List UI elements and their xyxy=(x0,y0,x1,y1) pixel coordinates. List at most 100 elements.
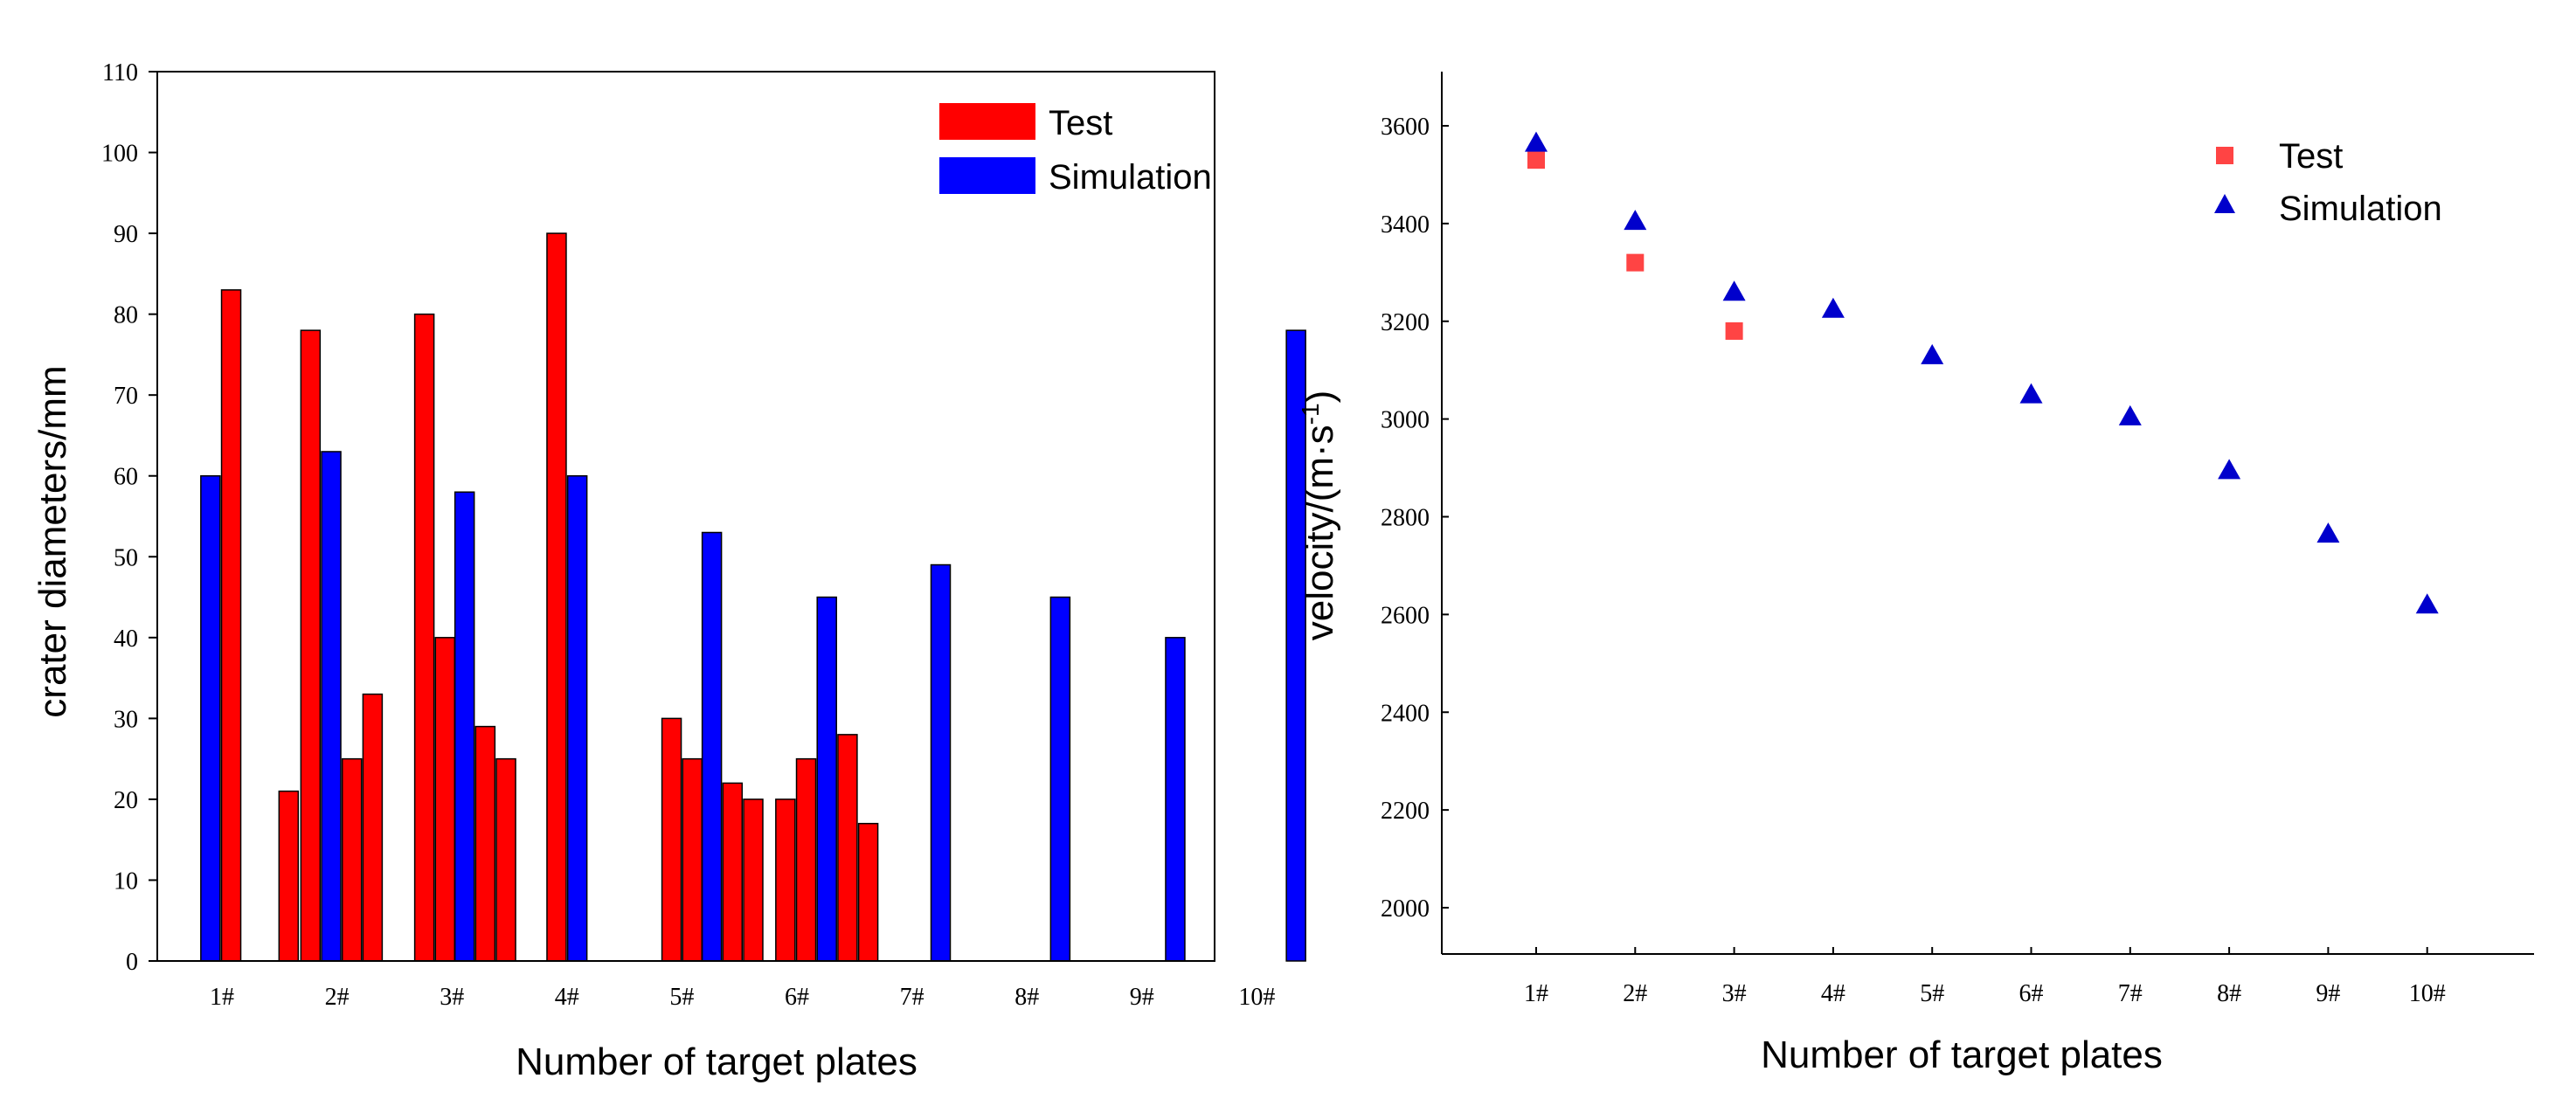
scatter-y-tick-label: 2400 xyxy=(1381,700,1430,727)
bar-test xyxy=(837,734,858,962)
bar-test xyxy=(495,757,516,962)
bar-x-tick-label: 8# xyxy=(1014,984,1039,1011)
scatter-y-tick-label: 3400 xyxy=(1381,211,1430,238)
scatter-point-test xyxy=(1626,253,1645,272)
scatter-legend-label-test: Test xyxy=(2279,137,2343,176)
bar-test xyxy=(661,717,682,962)
bar-y-tick-label: 0 xyxy=(126,949,138,976)
scatter-y-tick-label: 2800 xyxy=(1381,505,1430,532)
scatter-legend-marker-simulation xyxy=(2214,194,2235,213)
bar-simulation xyxy=(1165,637,1186,962)
bar-x-tick-label: 4# xyxy=(555,984,579,1011)
scatter-point-test xyxy=(1725,321,1743,340)
scatter-y-axis-ticks: 2000 2200 2400 2600 2800 3000 3200 3400 3600 xyxy=(1381,114,1449,923)
scatter-y-tick-label: 3000 xyxy=(1381,407,1430,434)
scatter-x-tick-label: 2# xyxy=(1623,980,1647,1007)
bar-test xyxy=(278,790,300,962)
bar-simulation xyxy=(930,563,952,962)
scatter-marks xyxy=(1525,131,2439,614)
bar-test xyxy=(413,313,435,962)
bar-test xyxy=(434,637,456,962)
scatter-x-tick-label: 4# xyxy=(1821,980,1845,1007)
bar-y-tick-label: 80 xyxy=(114,302,138,329)
scatter-legend-marker-test xyxy=(2216,147,2233,164)
scatter-x-axis-ticks: 1# 2# 3# 4# 5# 6# 7# 8# 9# 10# xyxy=(1524,947,2446,1007)
scatter-y-axis-title: velocity/(m·s-1) xyxy=(1297,391,1341,640)
scatter-y-tick-label: 2600 xyxy=(1381,602,1430,629)
bar-simulation xyxy=(1285,329,1306,962)
bar-x-tick-label: 6# xyxy=(785,984,809,1011)
bar-y-tick-label: 20 xyxy=(114,787,138,814)
scatter-x-tick-label: 5# xyxy=(1920,980,1944,1007)
scatter-x-tick-label: 8# xyxy=(2217,980,2241,1007)
bar-test xyxy=(474,725,496,962)
bar-y-tick-label: 70 xyxy=(114,383,138,410)
scatter-legend: Test Simulation xyxy=(2214,137,2442,228)
scatter-point-simulation xyxy=(1624,210,1647,231)
bar-y-tick-label: 10 xyxy=(114,868,138,895)
bar-x-tick-label: 1# xyxy=(210,984,234,1011)
bar-x-tick-label: 3# xyxy=(440,984,464,1011)
bar-test xyxy=(362,693,384,962)
bar-simulation xyxy=(566,474,588,962)
scatter-y-tick-label: 2200 xyxy=(1381,798,1430,825)
bar-test xyxy=(857,822,879,962)
bar-y-axis-ticks: 0 10 20 30 40 50 60 70 80 90 100 110 xyxy=(101,59,157,976)
scatter-point-simulation xyxy=(2118,404,2142,425)
scatter-point-simulation xyxy=(1921,343,1944,364)
bar-simulation xyxy=(1049,596,1071,962)
bar-test xyxy=(722,782,744,962)
scatter-x-tick-label: 3# xyxy=(1722,980,1747,1007)
bar-simulation xyxy=(321,451,342,962)
bar-x-tick-label: 2# xyxy=(325,984,350,1011)
bar-legend-swatch-simulation xyxy=(939,157,1035,194)
bar-legend-swatch-test xyxy=(939,103,1035,140)
scatter-point-simulation xyxy=(2415,593,2439,614)
bar-test xyxy=(300,329,322,962)
scatter-x-axis-title: Number of target plates xyxy=(1761,1033,2163,1076)
scatter-point-simulation xyxy=(1722,280,1746,301)
scatter-point-simulation xyxy=(1821,297,1845,318)
bar-x-tick-label: 5# xyxy=(669,984,694,1011)
bar-y-tick-label: 60 xyxy=(114,464,138,491)
bar-chart: 0 10 20 30 40 50 60 70 80 90 100 110 1# 2# 3# 4# 5# 6# 7#… xyxy=(31,59,1306,1083)
scatter-chart: 2000 2200 2400 2600 2800 3000 3200 3400 3600 1# 2… xyxy=(1297,72,2534,1076)
bar-y-tick-label: 30 xyxy=(114,706,138,733)
bar-test xyxy=(795,757,817,962)
bar-test xyxy=(546,232,567,962)
bar-simulation xyxy=(701,531,723,962)
bar-y-tick-label: 100 xyxy=(101,141,138,168)
bar-legend-label-test: Test xyxy=(1049,104,1112,142)
scatter-point-simulation xyxy=(2218,459,2241,480)
scatter-y-tick-label: 2000 xyxy=(1381,895,1430,923)
bar-plot-frame xyxy=(156,71,1215,962)
scatter-x-tick-label: 10# xyxy=(2409,980,2446,1007)
scatter-x-tick-label: 6# xyxy=(2019,980,2044,1007)
scatter-point-simulation xyxy=(2316,522,2340,543)
bar-x-tick-label: 10# xyxy=(1238,984,1275,1011)
bar-legend-label-simulation: Simulation xyxy=(1049,158,1212,197)
scatter-point-simulation xyxy=(1525,131,1548,152)
bar-marks xyxy=(200,232,1306,962)
scatter-point-test xyxy=(1527,151,1545,169)
bar-test xyxy=(220,289,242,962)
scatter-point-simulation xyxy=(2019,383,2043,404)
bar-y-tick-label: 110 xyxy=(102,59,138,86)
bar-simulation xyxy=(816,596,837,962)
bar-x-axis-title: Number of target plates xyxy=(516,1040,918,1083)
bar-test xyxy=(775,798,796,962)
scatter-y-tick-label: 3200 xyxy=(1381,309,1430,336)
bar-x-tick-label: 7# xyxy=(900,984,924,1011)
scatter-x-tick-label: 1# xyxy=(1524,980,1548,1007)
bar-x-tick-label: 9# xyxy=(1130,984,1154,1011)
bar-simulation xyxy=(454,491,475,962)
scatter-y-tick-label: 3600 xyxy=(1381,114,1430,141)
bar-y-tick-label: 90 xyxy=(114,221,138,248)
bar-test xyxy=(341,757,363,962)
bar-simulation xyxy=(200,474,221,962)
bar-y-tick-label: 40 xyxy=(114,626,138,653)
bar-y-tick-label: 50 xyxy=(114,544,138,571)
bar-legend: Test Simulation xyxy=(939,103,1212,197)
bar-x-axis-ticks: 1# 2# 3# 4# 5# 6# 7# 8# 9# 10# xyxy=(210,984,1275,1011)
